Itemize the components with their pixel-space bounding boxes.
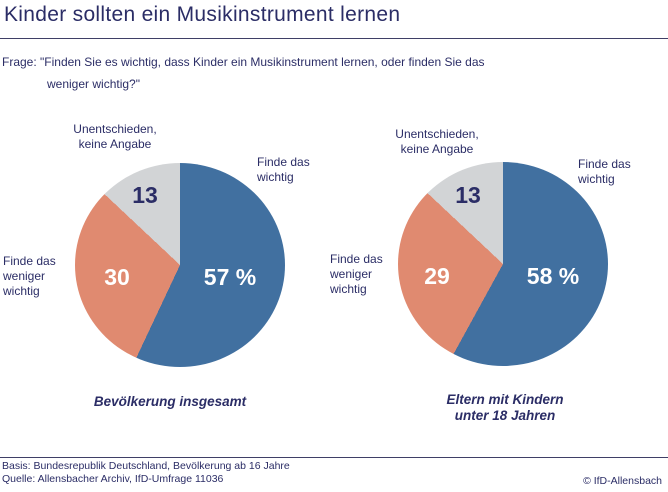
label-less-important-left: Finde das weniger wichtig: [3, 254, 56, 299]
label-line: Unentschieden,: [73, 122, 157, 136]
footer-copyright: © IfD-Allensbach: [583, 475, 662, 487]
pie-chart-parents: [398, 162, 608, 366]
label-undecided-right: Unentschieden, keine Angabe: [377, 127, 497, 157]
chart-caption-parents: Eltern mit Kindern unter 18 Jahren: [395, 392, 615, 424]
label-line: Finde das: [3, 254, 56, 268]
caption-line: Bevölkerung insgesamt: [93, 394, 247, 409]
label-line: weniger: [330, 267, 373, 281]
question-line-1: Frage: "Finden Sie es wichtig, dass Kind…: [2, 55, 485, 69]
chart-caption-population: Bevölkerung insgesamt: [60, 394, 280, 410]
question-text: Frage: "Finden Sie es wichtig, dass Kind…: [2, 51, 485, 95]
slice-value-important-left: 57 %: [203, 264, 257, 290]
label-important-right: Finde das wichtig: [578, 157, 631, 187]
label-line: weniger: [3, 269, 46, 283]
footer-basis: Basis: Bundesrepublik Deutschland, Bevöl…: [2, 460, 290, 472]
label-line: wichtig: [257, 170, 294, 184]
label-line: wichtig: [3, 284, 40, 298]
label-line: Unentschieden,: [395, 127, 479, 141]
caption-line: Eltern mit Kindern: [446, 392, 564, 407]
slice-value-undecided-right: 13: [455, 182, 481, 208]
label-less-important-right: Finde das weniger wichtig: [330, 252, 383, 297]
pie-chart-population: [75, 163, 285, 367]
label-line: Finde das: [330, 252, 383, 266]
page-title: Kinder sollten ein Musikinstrument lerne…: [4, 3, 401, 26]
label-line: wichtig: [330, 282, 367, 296]
label-important-left: Finde das wichtig: [257, 155, 310, 185]
slice-value-less-important-left: 30: [104, 264, 130, 290]
label-line: keine Angabe: [400, 142, 474, 156]
label-line: keine Angabe: [78, 137, 152, 151]
footer-quelle: Quelle: Allensbacher Archiv, IfD-Umfrage…: [2, 473, 224, 485]
label-undecided-left: Unentschieden, keine Angabe: [55, 122, 175, 152]
slice-value-undecided-left: 13: [132, 182, 158, 208]
label-line: Finde das: [257, 155, 310, 169]
label-line: Finde das: [578, 157, 631, 171]
slice-value-important-right: 58 %: [526, 263, 580, 289]
label-line: wichtig: [578, 172, 615, 186]
caption-line: unter 18 Jahren: [454, 408, 556, 423]
question-line-2: weniger wichtig?": [47, 77, 140, 91]
slice-value-less-important-right: 29: [424, 263, 450, 289]
title-divider: [0, 38, 668, 39]
footer-divider: [0, 457, 668, 458]
